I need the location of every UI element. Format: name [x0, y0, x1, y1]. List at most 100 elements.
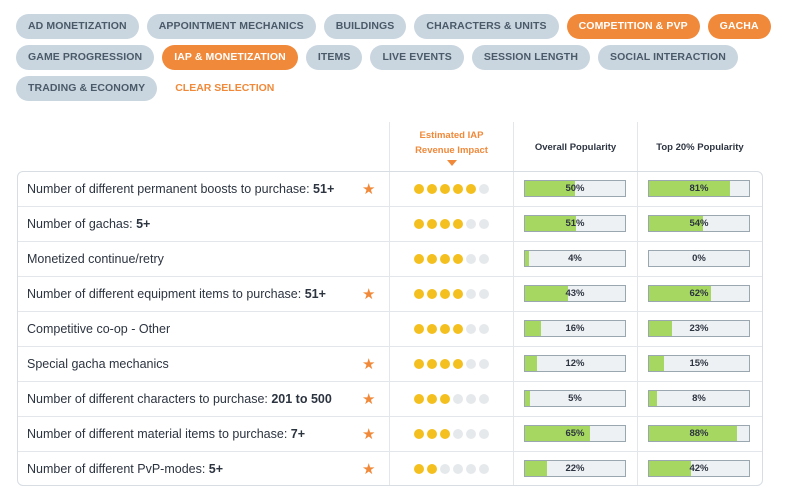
rating-dot-icon — [414, 184, 424, 194]
overall-bar-fill — [525, 181, 575, 196]
top20-popularity-bar: 15% — [648, 355, 750, 372]
row-label-text: Monetized continue/retry — [27, 252, 164, 266]
rating-dot-icon — [440, 289, 450, 299]
top20-bar-value: 0% — [692, 253, 706, 264]
filter-chip[interactable]: Competition & PvP — [566, 14, 700, 39]
top20-bar-value: 88% — [689, 428, 709, 439]
column-divider — [637, 382, 638, 417]
impact-rating — [414, 289, 489, 299]
top20-bar-value: 42% — [689, 463, 709, 474]
overall-popularity-bar: 65% — [524, 425, 626, 442]
column-header-overall[interactable]: Overall Popularity — [513, 122, 637, 172]
rating-dot-icon — [479, 254, 489, 264]
row-label-text: Number of different permanent boosts to … — [27, 182, 314, 196]
filter-chip[interactable]: IAP & Monetization — [162, 45, 298, 70]
column-divider — [513, 382, 514, 417]
star-icon: ★ — [362, 181, 376, 198]
rating-dot-icon — [466, 184, 476, 194]
top20-bar-fill — [649, 356, 664, 371]
column-divider — [637, 312, 638, 347]
rating-dot-icon — [479, 324, 489, 334]
filter-chip[interactable]: Items — [305, 45, 363, 70]
overall-popularity-bar: 43% — [524, 285, 626, 302]
top20-bar-fill — [649, 321, 672, 336]
rating-dot-icon — [414, 254, 424, 264]
overall-bar-fill — [525, 216, 576, 231]
impact-rating — [414, 254, 489, 264]
column-header-top20[interactable]: Top 20% Popularity — [637, 122, 762, 172]
column-divider — [389, 347, 390, 382]
rating-dot-icon — [453, 464, 463, 474]
top20-bar-value: 23% — [689, 323, 709, 334]
overall-bar-value: 5% — [568, 393, 582, 404]
rating-dot-icon — [440, 464, 450, 474]
filter-chip[interactable]: Trading & Economy — [16, 76, 158, 101]
impact-rating — [414, 464, 489, 474]
rating-dot-icon — [466, 429, 476, 439]
filter-chip-row: Game Progression IAP & Monetization Items L… — [16, 45, 786, 70]
rating-dot-icon — [427, 324, 437, 334]
rating-dot-icon — [427, 184, 437, 194]
filter-chip[interactable]: Live Events — [370, 45, 464, 70]
column-header-impact[interactable]: Estimated IAP Revenue Impact — [389, 122, 513, 172]
row-label-text: Competitive co-op - Other — [27, 322, 171, 336]
rating-dot-icon — [414, 324, 424, 334]
column-divider — [513, 207, 514, 242]
impact-rating — [414, 359, 489, 369]
table-row: Number of different PvP-modes: 5+ ★ 22% 42% — [18, 452, 762, 485]
rating-dot-icon — [427, 429, 437, 439]
column-divider — [513, 277, 514, 312]
top20-bar-fill — [649, 216, 703, 231]
filter-chip[interactable]: Buildings — [323, 14, 407, 39]
filter-chip[interactable]: Gacha — [707, 14, 771, 39]
filter-chip[interactable]: Social Interaction — [598, 45, 738, 70]
filter-chip[interactable]: Characters & Units — [414, 14, 559, 39]
top20-bar-fill — [649, 426, 737, 441]
rating-dot-icon — [453, 324, 463, 334]
row-label-text: Number of different material items to pu… — [27, 427, 291, 441]
row-label: Number of different PvP-modes: 5+ — [27, 452, 224, 485]
rating-dot-icon — [427, 359, 437, 369]
column-divider — [637, 207, 638, 242]
row-label-text: Special gacha mechanics — [27, 357, 169, 371]
rating-dot-icon — [440, 184, 450, 194]
clear-selection-link[interactable]: Clear selection — [175, 82, 275, 94]
column-divider — [637, 172, 638, 207]
row-label-value: 7+ — [290, 427, 306, 441]
rating-dot-icon — [453, 359, 463, 369]
filter-chip[interactable]: Game Progression — [16, 45, 155, 70]
rating-dot-icon — [427, 219, 437, 229]
table-row: Number of different equipment items to p… — [18, 277, 762, 312]
filter-chips: Ad Monetization Appointment Mechanics Buil… — [16, 14, 786, 107]
top20-popularity-bar: 23% — [648, 320, 750, 337]
rating-dot-icon — [414, 429, 424, 439]
rating-dot-icon — [440, 254, 450, 264]
rating-dot-icon — [479, 394, 489, 404]
column-divider — [513, 172, 514, 207]
filter-chip[interactable]: Appointment Mechanics — [146, 14, 316, 39]
overall-bar-value: 22% — [565, 463, 585, 474]
column-divider — [637, 277, 638, 312]
row-label-value: 5+ — [208, 462, 224, 476]
overall-popularity-bar: 5% — [524, 390, 626, 407]
column-divider — [513, 347, 514, 382]
top20-bar-fill — [649, 461, 691, 476]
star-icon: ★ — [362, 286, 376, 303]
row-label: Competitive co-op - Other — [27, 312, 170, 346]
overall-bar-fill — [525, 426, 590, 441]
rating-dot-icon — [453, 219, 463, 229]
top20-popularity-bar: 8% — [648, 390, 750, 407]
filter-chip-row: Ad Monetization Appointment Mechanics Buil… — [16, 14, 786, 39]
rating-dot-icon — [440, 219, 450, 229]
rating-dot-icon — [440, 394, 450, 404]
rating-dot-icon — [427, 254, 437, 264]
rating-dot-icon — [479, 429, 489, 439]
impact-rating — [414, 324, 489, 334]
table-row: Number of gachas: 5+ 51% 54% — [18, 207, 762, 242]
filter-chip[interactable]: Session Length — [471, 45, 591, 70]
filter-chip[interactable]: Ad Monetization — [16, 14, 139, 39]
top20-bar-fill — [649, 181, 730, 196]
overall-bar-value: 43% — [565, 288, 585, 299]
rating-dot-icon — [466, 324, 476, 334]
table-row: Number of different permanent boosts to … — [18, 172, 762, 207]
